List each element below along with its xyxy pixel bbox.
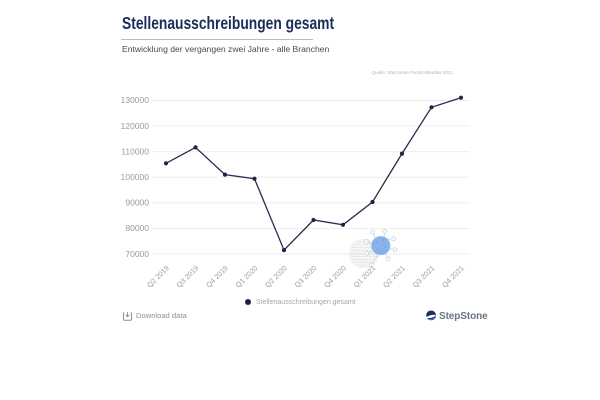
svg-text:Q3 2020: Q3 2020 <box>293 264 319 290</box>
svg-text:Q2 2019: Q2 2019 <box>145 264 171 290</box>
svg-text:Q3 2019: Q3 2019 <box>175 264 201 290</box>
svg-text:Q4 2021: Q4 2021 <box>440 264 466 290</box>
svg-text:Q1 2020: Q1 2020 <box>234 264 260 290</box>
svg-text:Q4 2019: Q4 2019 <box>204 264 230 290</box>
svg-text:120000: 120000 <box>121 121 150 131</box>
svg-text:90000: 90000 <box>125 198 149 208</box>
svg-text:80000: 80000 <box>125 223 149 233</box>
svg-text:Q2 2020: Q2 2020 <box>263 264 289 290</box>
svg-text:70000: 70000 <box>125 249 149 259</box>
svg-text:StepStone: StepStone <box>439 311 488 322</box>
svg-text:110000: 110000 <box>121 146 149 156</box>
svg-text:Q4 2020: Q4 2020 <box>322 264 348 290</box>
svg-text:Q2 2021: Q2 2021 <box>381 264 407 290</box>
svg-text:Q1 2021: Q1 2021 <box>352 264 378 290</box>
svg-text:100000: 100000 <box>121 172 150 182</box>
svg-text:130000: 130000 <box>121 95 150 105</box>
svg-text:Q3 2021: Q3 2021 <box>411 264 437 290</box>
